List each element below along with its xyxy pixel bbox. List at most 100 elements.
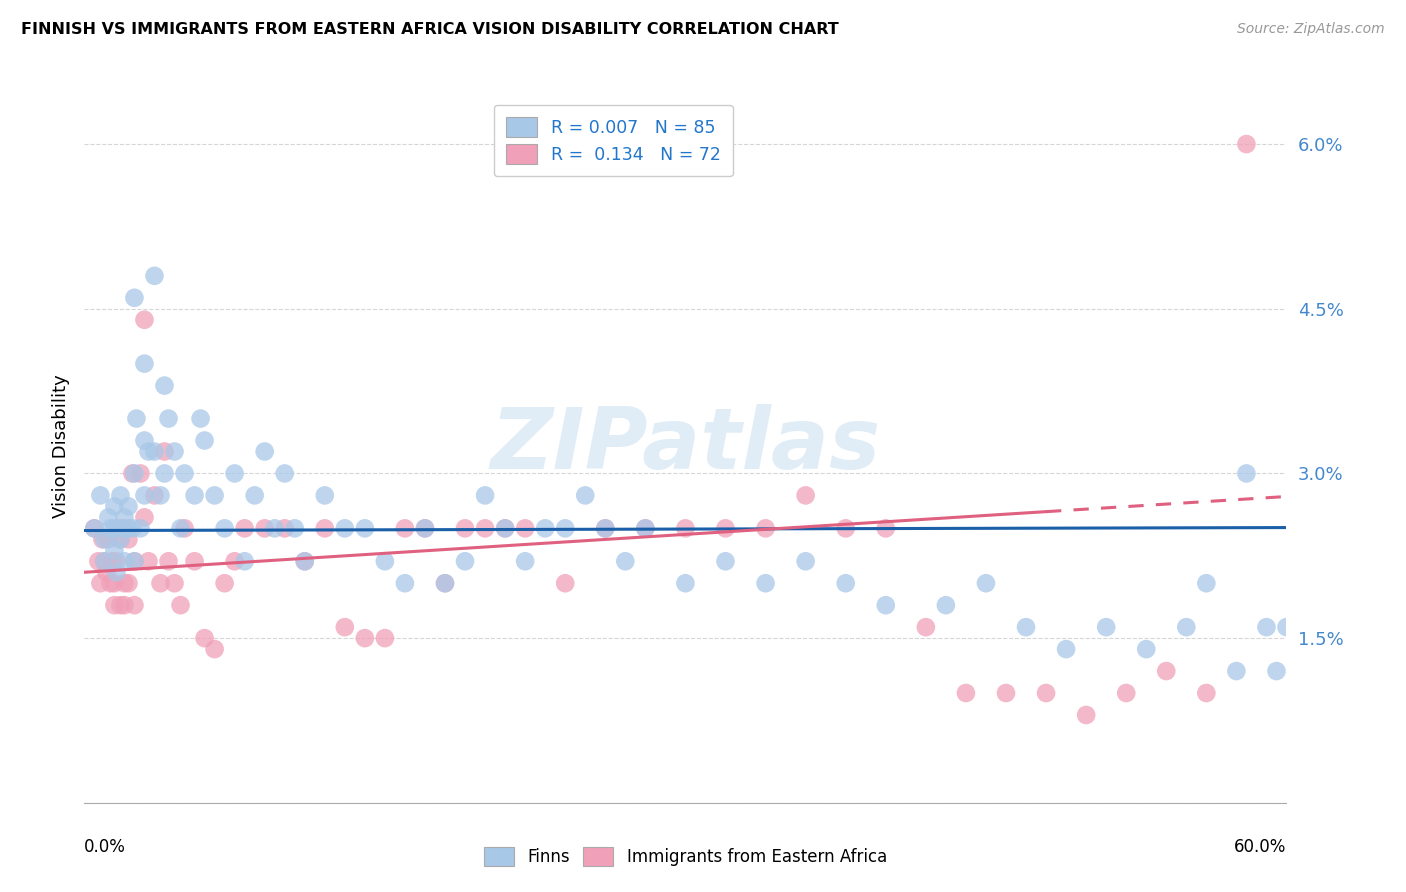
Point [97,533,120,547]
Point [1275,620,1298,634]
Point [204,488,226,502]
Point [183,554,205,568]
Point [110,533,132,547]
Point [134,510,156,524]
Point [494,521,516,535]
Point [124,554,146,568]
Point [354,631,377,645]
Point [1035,686,1057,700]
Point [111,521,134,535]
Point [835,521,858,535]
Point [333,521,356,535]
Point [214,576,236,591]
Point [163,576,186,591]
Point [474,521,496,535]
Point [233,521,256,535]
Point [1195,576,1218,591]
Point [110,533,132,547]
Point [354,521,377,535]
Point [114,554,135,568]
Point [134,434,156,448]
Point [101,554,124,568]
Point [96,566,118,580]
Point [214,521,236,535]
Point [100,576,122,591]
Point [454,521,477,535]
Point [129,521,152,535]
Point [1195,686,1218,700]
Point [314,521,336,535]
Point [1175,620,1198,634]
Point [114,510,135,524]
Point [114,576,135,591]
Point [494,521,516,535]
Point [93,554,115,568]
Point [333,620,356,634]
Point [134,357,156,371]
Point [794,554,817,568]
Point [169,521,191,535]
Point [1265,664,1288,678]
Point [995,686,1018,700]
Text: 60.0%: 60.0% [1234,838,1286,856]
Point [117,533,139,547]
Point [274,521,297,535]
Point [875,521,897,535]
Point [1135,642,1157,657]
Point [233,554,256,568]
Point [1095,620,1118,634]
Point [634,521,657,535]
Point [173,467,195,481]
Point [153,378,176,392]
Point [394,576,416,591]
Point [595,521,617,535]
Point [121,521,143,535]
Point [153,444,176,458]
Point [93,533,115,547]
Point [755,521,778,535]
Point [105,554,128,568]
Point [183,488,205,502]
Point [274,467,297,481]
Point [675,521,697,535]
Point [434,576,457,591]
Text: ZIPatlas: ZIPatlas [491,404,880,488]
Point [794,488,817,502]
Point [110,488,132,502]
Point [124,598,146,612]
Point [117,521,139,535]
Point [224,467,246,481]
Point [153,467,176,481]
Point [194,434,217,448]
Point [117,500,139,514]
Point [163,444,186,458]
Point [515,521,537,535]
Point [103,500,125,514]
Point [714,521,737,535]
Point [87,554,110,568]
Point [634,521,657,535]
Point [1234,467,1257,481]
Point [534,521,557,535]
Point [138,554,160,568]
Point [434,576,457,591]
Point [110,598,132,612]
Point [554,576,576,591]
Point [755,576,778,591]
Point [1256,620,1278,634]
Point [374,554,396,568]
Point [314,488,336,502]
Point [149,576,172,591]
Point [134,488,156,502]
Point [149,488,172,502]
Point [243,488,266,502]
Point [138,444,160,458]
Point [134,312,156,326]
Point [107,521,129,535]
Point [91,533,114,547]
Point [1076,708,1098,723]
Point [83,521,105,535]
Point [935,598,957,612]
Legend: Finns, Immigrants from Eastern Africa: Finns, Immigrants from Eastern Africa [477,840,894,873]
Text: FINNISH VS IMMIGRANTS FROM EASTERN AFRICA VISION DISABILITY CORRELATION CHART: FINNISH VS IMMIGRANTS FROM EASTERN AFRIC… [21,22,839,37]
